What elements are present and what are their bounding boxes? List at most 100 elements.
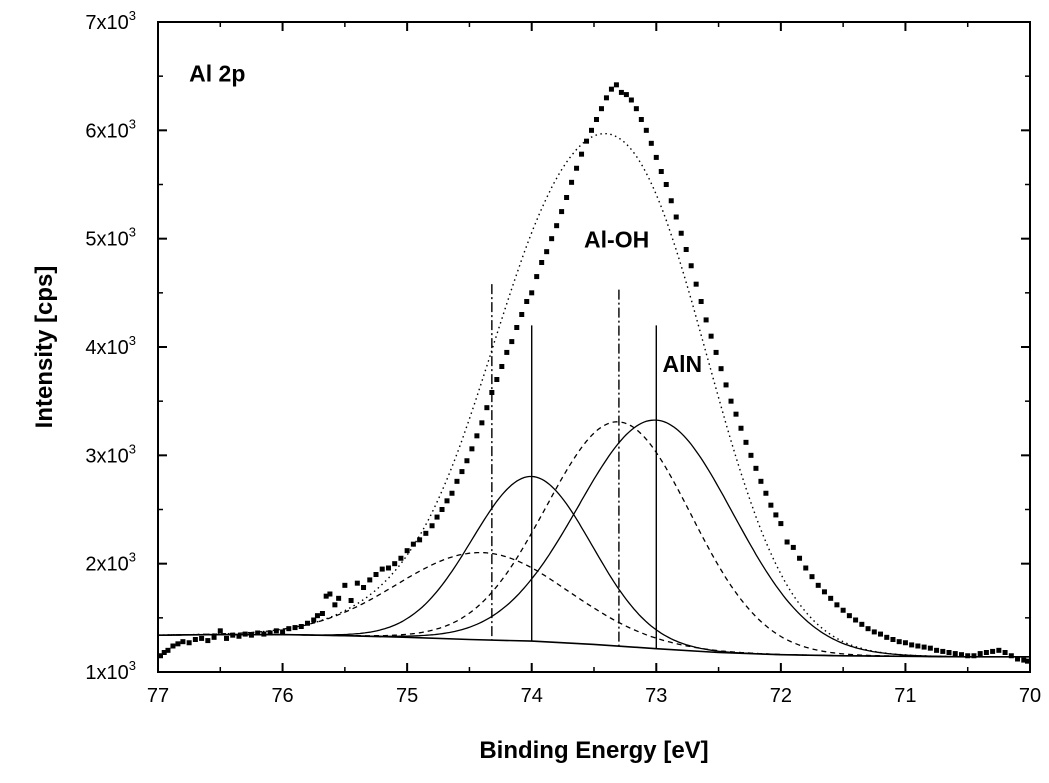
data-point: [304, 620, 310, 626]
data-point: [429, 523, 435, 529]
data-point: [342, 582, 348, 588]
data-point: [693, 281, 699, 287]
data-point: [821, 589, 827, 595]
data-point: [884, 634, 890, 640]
data-point: [236, 633, 242, 639]
data-point: [385, 565, 391, 571]
data-point: [534, 274, 540, 280]
data-point: [698, 299, 704, 304]
data-point: [598, 106, 604, 112]
data-point: [977, 651, 983, 657]
data-point: [773, 512, 779, 518]
data-point: [499, 364, 505, 369]
data-point: [267, 630, 273, 636]
x-tick-label: 74: [521, 685, 543, 707]
data-point: [459, 469, 465, 475]
data-point: [379, 566, 385, 572]
data-point: [439, 507, 445, 512]
data-point: [205, 638, 211, 644]
data-point: [242, 631, 248, 637]
data-point: [474, 433, 480, 439]
data-point: [354, 580, 360, 586]
data-point: [934, 647, 940, 653]
data-point: [261, 631, 267, 637]
data-point: [713, 349, 719, 355]
data-point: [161, 650, 167, 655]
x-axis-title: Binding Energy [eV]: [479, 737, 708, 764]
component-curve-2: [157, 419, 1030, 658]
data-point: [915, 643, 921, 649]
annotations: Al 2p Al-OH AlN: [189, 61, 702, 377]
y-tick-label: 5x103: [85, 225, 136, 251]
data-point: [398, 555, 404, 561]
x-tick-label: 75: [396, 685, 418, 707]
data-point: [871, 629, 877, 635]
data-point: [723, 382, 729, 388]
data-point: [828, 595, 834, 601]
data-point: [230, 632, 236, 638]
data-point: [180, 639, 186, 645]
data-point: [688, 263, 694, 269]
y-tick-label: 4x103: [85, 333, 136, 359]
y-tick-label: 2x103: [85, 550, 136, 576]
data-point: [569, 179, 575, 185]
x-tick-label: 71: [894, 685, 916, 707]
data-point: [1025, 658, 1031, 664]
data-points: [157, 82, 1031, 664]
data-point: [996, 647, 1002, 653]
data-point: [763, 490, 769, 496]
x-tick-label: 70: [1019, 685, 1041, 707]
data-point: [280, 629, 286, 635]
data-point: [286, 626, 292, 632]
data-point: [778, 521, 784, 527]
x-tick-label: 73: [645, 685, 667, 707]
data-point: [549, 236, 555, 242]
data-point: [809, 574, 815, 580]
data-point: [1002, 650, 1008, 655]
data-point: [718, 366, 724, 372]
data-point: [323, 593, 329, 599]
data-point: [186, 640, 192, 646]
data-point: [1015, 656, 1021, 662]
data-point: [489, 390, 495, 395]
data-point: [983, 650, 989, 655]
data-point: [743, 439, 749, 445]
data-point: [373, 572, 379, 577]
background-line: [157, 633, 1030, 658]
data-point: [539, 260, 545, 265]
data-point: [758, 478, 764, 484]
data-point: [840, 607, 846, 613]
data-point: [564, 195, 570, 200]
data-point: [790, 544, 796, 550]
data-point: [638, 117, 644, 122]
annotation-label-3: AlN: [663, 351, 703, 377]
data-point: [314, 613, 320, 619]
data-point: [434, 514, 440, 520]
data-point: [423, 530, 429, 536]
data-point: [748, 452, 754, 458]
data-point: [175, 641, 181, 647]
data-point: [628, 97, 634, 103]
data-point: [484, 405, 490, 411]
data-point: [593, 117, 599, 122]
data-point: [946, 650, 952, 655]
data-point: [165, 647, 171, 653]
data-point: [524, 299, 530, 304]
data-point: [663, 182, 669, 187]
data-point: [479, 420, 485, 426]
data-point: [896, 639, 902, 645]
data-point: [255, 630, 261, 636]
data-point: [668, 198, 674, 204]
data-point: [658, 169, 664, 174]
data-point: [454, 478, 460, 484]
data-point: [768, 502, 774, 508]
data-point: [958, 652, 964, 658]
data-point: [865, 626, 871, 632]
y-tick-label: 6x103: [85, 116, 136, 142]
data-point: [504, 349, 510, 355]
data-point: [618, 89, 624, 95]
data-point: [728, 398, 734, 404]
data-point: [579, 151, 585, 157]
data-point: [574, 165, 580, 171]
